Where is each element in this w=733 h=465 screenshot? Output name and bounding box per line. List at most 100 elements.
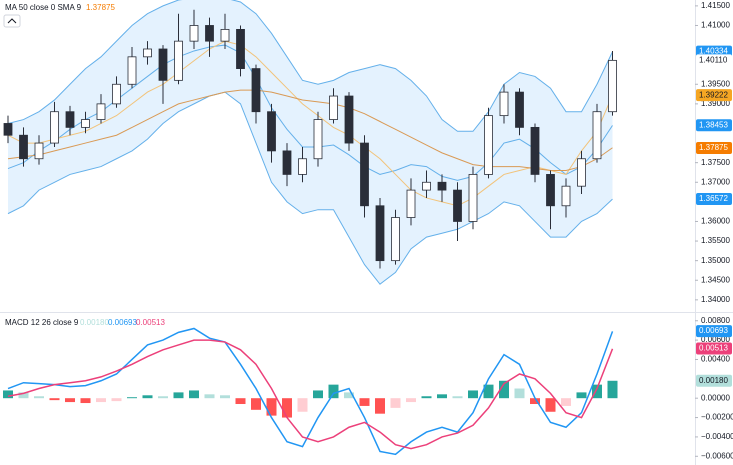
- y-tick-label: 1.37500: [701, 158, 730, 167]
- y-tick-label: 1.35500: [701, 236, 730, 245]
- series-line: [7, 44, 613, 181]
- y-tick-label: 1.36000: [701, 217, 730, 226]
- histogram-bar: [437, 394, 447, 399]
- price-tag-label: 1.39222: [699, 90, 728, 99]
- candle-body: [453, 189, 462, 222]
- candle-body: [391, 217, 400, 262]
- price-tag-label: 1.36572: [699, 194, 728, 203]
- candle-body: [205, 25, 214, 42]
- candle-body: [96, 103, 106, 120]
- candle-body: [174, 40, 183, 81]
- y-tick-label: 0.00800: [701, 316, 730, 325]
- series-line: [7, 327, 614, 456]
- price-tag: [696, 141, 732, 154]
- histogram-bar: [452, 396, 463, 399]
- price-tag-label: 1.38453: [699, 120, 728, 129]
- histogram-bar: [344, 392, 354, 399]
- collapse-button[interactable]: [3, 14, 21, 28]
- histogram-bar: [592, 384, 602, 399]
- series-line: [7, 40, 613, 207]
- histogram-bar: [204, 394, 215, 399]
- candle-body: [592, 111, 602, 160]
- histogram-bar: [483, 384, 494, 399]
- y-tick-label: 1.39000: [701, 99, 730, 108]
- band-fill: [8, 0, 613, 285]
- candle-body: [484, 115, 493, 175]
- price-tag: [696, 89, 732, 102]
- candle-body: [608, 59, 617, 113]
- y-tick-label: 1.34000: [701, 295, 730, 304]
- y-tick-label: 1.41500: [701, 1, 730, 10]
- y-tick-label: 1.39500: [701, 79, 730, 88]
- histogram-bar: [421, 396, 432, 399]
- histogram-bar: [607, 380, 618, 399]
- price-tag: [696, 325, 732, 338]
- histogram-bar: [49, 398, 60, 401]
- candle-body: [282, 150, 292, 175]
- candle-body: [344, 95, 354, 144]
- histogram-bar: [390, 398, 401, 408]
- y-tick-label: −0.00200: [701, 413, 733, 422]
- histogram-bar: [142, 395, 153, 399]
- candle-body: [220, 28, 230, 42]
- candle-body: [81, 119, 90, 128]
- candle-body: [515, 91, 524, 128]
- candle-body: [65, 111, 75, 128]
- candle-body: [127, 56, 137, 85]
- candle-body: [546, 174, 555, 207]
- candle-body: [313, 119, 323, 160]
- histogram-bar: [468, 390, 478, 399]
- histogram-bar: [266, 398, 277, 416]
- candle-body: [298, 158, 307, 175]
- candle-body: [251, 68, 261, 113]
- histogram-bar: [34, 396, 44, 399]
- histogram-bar: [158, 396, 168, 399]
- candle-body: [267, 111, 276, 152]
- candle-body: [468, 174, 478, 222]
- price-tag: [696, 374, 732, 387]
- histogram-bar: [282, 398, 292, 418]
- histogram-bar: [375, 398, 385, 414]
- price-tag-label: 1.40110: [699, 55, 728, 64]
- histogram-bar: [65, 398, 75, 403]
- histogram-bar: [111, 398, 122, 402]
- histogram-bar: [514, 388, 525, 399]
- histogram-bar: [127, 397, 137, 399]
- histogram-bar: [3, 390, 13, 399]
- price-tag: [696, 119, 732, 132]
- y-tick-label: 1.37000: [701, 177, 730, 186]
- candle-body: [375, 205, 385, 262]
- candle-body: [499, 91, 509, 117]
- candle-body: [189, 25, 199, 42]
- histogram-bar: [576, 392, 587, 399]
- candle-body: [406, 189, 416, 218]
- histogram-bar: [499, 380, 509, 399]
- y-tick-label: 0.00400: [701, 355, 730, 364]
- histogram-bar: [545, 398, 556, 412]
- histogram-bar: [530, 398, 540, 405]
- histogram-bar: [328, 384, 339, 399]
- price-tag: [696, 342, 732, 355]
- series-line: [7, 89, 613, 172]
- y-tick-label: −0.00400: [701, 432, 733, 441]
- y-tick-label: 0.00600: [701, 335, 730, 344]
- histogram-bar: [173, 392, 184, 399]
- histogram-bar: [251, 398, 261, 410]
- y-tick-label: 1.41000: [701, 21, 730, 30]
- candle-body: [143, 48, 152, 58]
- histogram-bar: [297, 398, 308, 412]
- histogram-bar: [96, 398, 106, 403]
- histogram-bar: [313, 390, 323, 399]
- histogram-bar: [359, 398, 370, 406]
- histogram-bar: [406, 398, 416, 403]
- candle-body: [3, 123, 13, 136]
- candle-body: [34, 142, 44, 160]
- candle-body: [112, 83, 121, 105]
- candle-body: [360, 142, 369, 207]
- legend-title: MA 50 close 0 SMA 9: [5, 3, 82, 12]
- collapse-icon: [7, 18, 17, 24]
- candle-body: [19, 134, 28, 160]
- candle-body: [329, 95, 338, 120]
- candle-body: [50, 111, 59, 144]
